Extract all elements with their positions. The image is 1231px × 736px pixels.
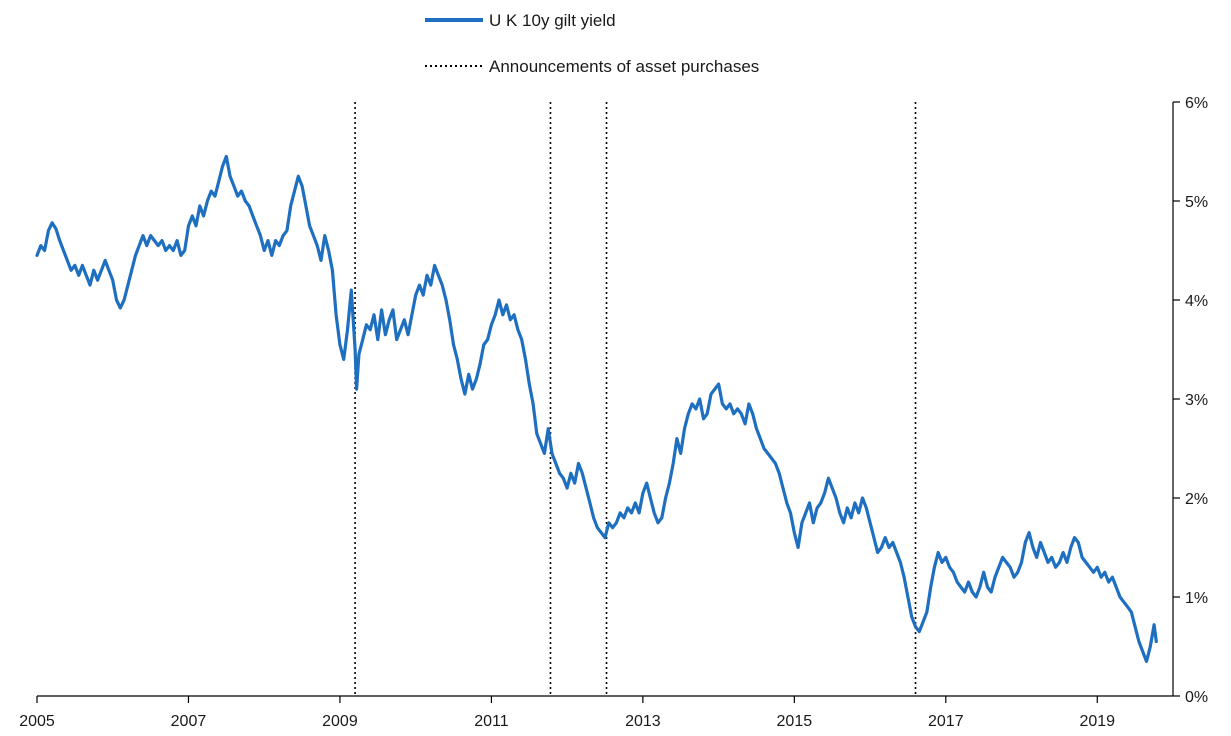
y-tick-label: 5% (1185, 194, 1208, 211)
x-tick-label: 2017 (928, 713, 964, 730)
x-tick-label: 2013 (625, 713, 661, 730)
axes (37, 102, 1174, 697)
legend: U K 10y gilt yield Announcements of asse… (425, 11, 759, 76)
y-tick-label: 3% (1185, 392, 1208, 409)
legend-label-asset-purchases: Announcements of asset purchases (489, 57, 759, 76)
y-tick-label: 0% (1185, 689, 1208, 706)
x-tick-label: 2019 (1079, 713, 1115, 730)
x-tick-label: 2005 (19, 713, 55, 730)
x-tick-label: 2015 (777, 713, 813, 730)
legend-label-gilt-yield: U K 10y gilt yield (489, 11, 616, 30)
y-tick-label: 2% (1185, 491, 1208, 508)
y-tick-label: 1% (1185, 590, 1208, 607)
y-tick-label: 4% (1185, 293, 1208, 310)
y-ticks: 0% 1% 2% 3% 4% 5% 6% (1173, 95, 1208, 706)
x-tick-label: 2007 (171, 713, 207, 730)
asset-purchase-markers (354, 102, 917, 696)
x-ticks: 2005 2007 2009 2011 2013 2015 2017 2019 (19, 696, 1115, 730)
series-layer (35, 154, 1158, 663)
series-line-gilt-yield (35, 154, 1158, 663)
x-tick-label: 2009 (322, 713, 358, 730)
x-tick-label: 2011 (474, 713, 509, 730)
y-tick-label: 6% (1185, 95, 1208, 112)
